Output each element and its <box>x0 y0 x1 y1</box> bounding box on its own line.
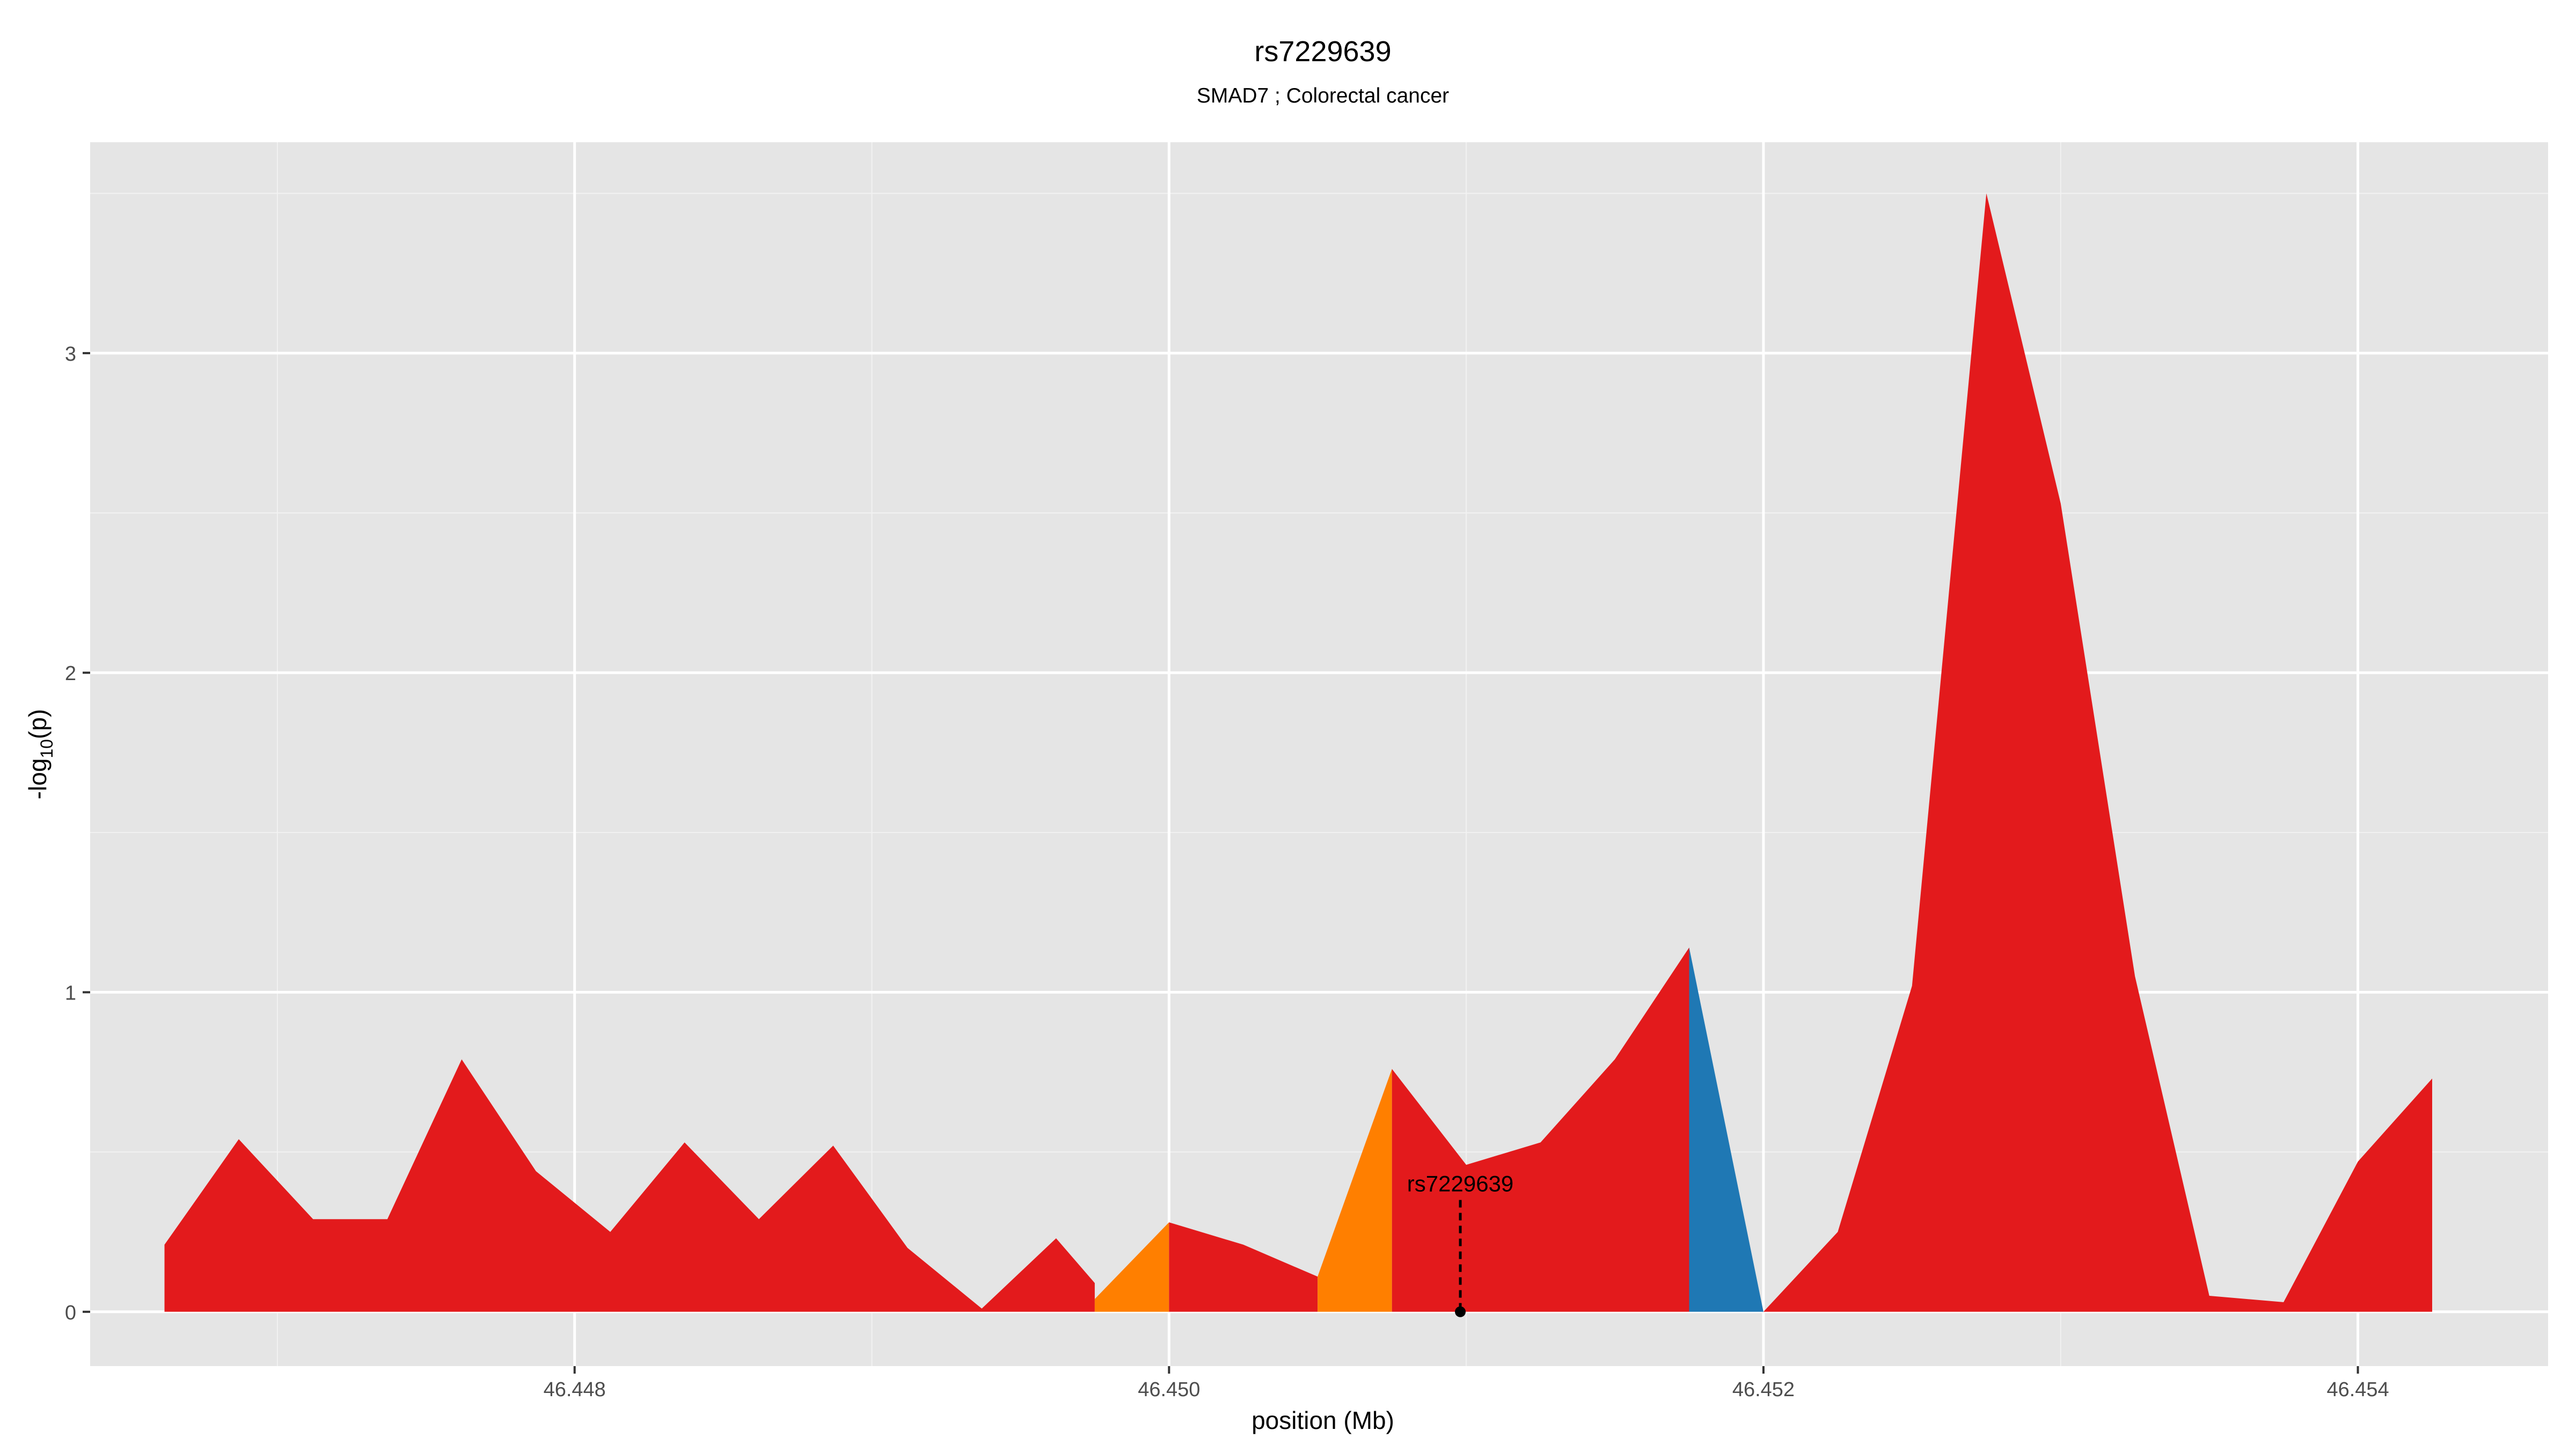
x-axis: 46.448 46.450 46.452 46.454 <box>544 1366 2389 1401</box>
chart-subtitle: SMAD7 ; Colorectal cancer <box>1197 84 1449 107</box>
x-axis-label: position (Mb) <box>1252 1406 1394 1434</box>
area-segment-blue-5 <box>1689 947 1763 1312</box>
area-layer <box>164 193 2432 1312</box>
grid-major <box>90 142 2548 1366</box>
y-tick-label-1: 1 <box>65 982 76 1004</box>
y-tick-label-2: 2 <box>65 662 76 685</box>
area-segment-red-6 <box>1763 193 2432 1312</box>
x-tick-label-3: 46.454 <box>2326 1378 2389 1401</box>
x-tick-label-2: 46.452 <box>1732 1378 1795 1401</box>
area-segment-red-2 <box>1169 1222 1318 1312</box>
area-segment-red-4 <box>1392 947 1689 1312</box>
annotation-layer: rs7229639 <box>1407 1171 1514 1317</box>
y-axis-label: -log10(p) <box>24 709 56 800</box>
y-axis-label-main: -log <box>24 758 52 800</box>
area-segment-orange-1 <box>1094 1222 1169 1312</box>
annotation-point <box>1455 1306 1466 1317</box>
y-axis: 0 1 2 3 <box>65 343 90 1324</box>
grid-minor <box>90 142 2548 1366</box>
x-tick-label-1: 46.450 <box>1138 1378 1200 1401</box>
area-segment-orange-3 <box>1318 1069 1392 1312</box>
y-axis-label-tail: (p) <box>24 709 52 739</box>
area-segment-red-0 <box>164 1059 1095 1312</box>
y-tick-label-3: 3 <box>65 343 76 366</box>
y-axis-label-sub: 10 <box>37 739 56 758</box>
x-tick-label-0: 46.448 <box>544 1378 606 1401</box>
chart-title: rs7229639 <box>1254 35 1391 68</box>
y-tick-label-0: 0 <box>65 1302 76 1324</box>
annotation-label: rs7229639 <box>1407 1171 1514 1196</box>
